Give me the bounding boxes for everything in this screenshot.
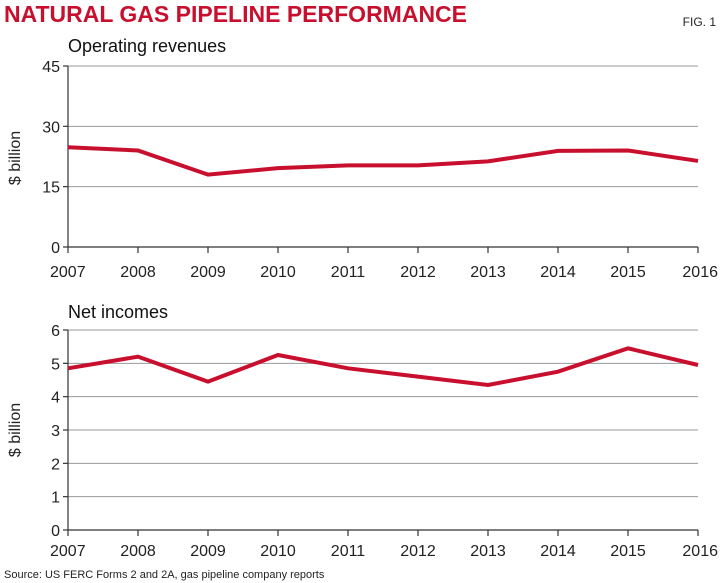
net-incomes-y-tick-label: 3 [51, 423, 60, 440]
operating-revenues-y-tick-label: 0 [51, 240, 60, 257]
net-incomes-x-tick-label: 2013 [470, 543, 506, 560]
operating-revenues-x-tick-label: 2016 [682, 264, 718, 281]
operating-revenues-y-label: $ billion [7, 131, 24, 185]
net-incomes-series-line [67, 346, 699, 388]
operating-revenues-x-tick-label: 2010 [260, 264, 296, 281]
operating-revenues-y-tick-label: 15 [42, 180, 60, 197]
net-incomes-y-label: $ billion [7, 403, 24, 457]
net-incomes-x-tick-label: 2014 [540, 543, 576, 560]
operating-revenues-x-tick-label: 2014 [540, 264, 576, 281]
source-note: Source: US FERC Forms 2 and 2A, gas pipe… [4, 569, 325, 581]
figure-title: NATURAL GAS PIPELINE PERFORMANCE [4, 1, 467, 27]
operating-revenues-chart: Operating revenues $ billion 0 15 30 45 2007… [7, 36, 718, 281]
net-incomes-y-tick-label: 4 [51, 390, 60, 407]
net-incomes-x-tick-label: 2012 [400, 543, 436, 560]
operating-revenues-x-tick-label: 2009 [190, 264, 226, 281]
net-incomes-x-tick-label: 2009 [190, 543, 226, 560]
figure-label: FIG. 1 [683, 15, 717, 29]
net-incomes-y-tick-label: 6 [51, 323, 60, 340]
operating-revenues-x-tick-label: 2008 [120, 264, 156, 281]
net-incomes-x-tick-label: 2007 [50, 543, 86, 560]
operating-revenues-series-line [67, 145, 699, 177]
net-incomes-title: Net incomes [68, 302, 168, 322]
net-incomes-y-tick-label: 2 [51, 456, 60, 473]
operating-revenues-title: Operating revenues [68, 36, 226, 56]
operating-revenues-x-tick-label: 2012 [400, 264, 436, 281]
net-incomes-x-tick-label: 2011 [331, 543, 366, 560]
net-incomes-y-tick-label: 0 [51, 523, 60, 540]
net-incomes-x-tick-label: 2010 [260, 543, 296, 560]
net-incomes-chart: Net incomes $ billion 0 1 2 3 4 5 6 2007 2008 200… [7, 302, 718, 560]
operating-revenues-x-tick-label: 2011 [331, 264, 366, 281]
operating-revenues-x-tick-label: 2015 [610, 264, 646, 281]
net-incomes-y-tick-label: 5 [51, 356, 60, 373]
operating-revenues-y-tick-label: 45 [42, 59, 60, 76]
net-incomes-x-tick-label: 2008 [120, 543, 156, 560]
operating-revenues-x-tick-label: 2007 [50, 264, 86, 281]
operating-revenues-x-tick-label: 2013 [470, 264, 506, 281]
net-incomes-x-tick-label: 2016 [682, 543, 718, 560]
operating-revenues-y-tick-label: 30 [42, 119, 60, 136]
net-incomes-y-tick-label: 1 [51, 490, 60, 507]
net-incomes-x-tick-label: 2015 [610, 543, 646, 560]
